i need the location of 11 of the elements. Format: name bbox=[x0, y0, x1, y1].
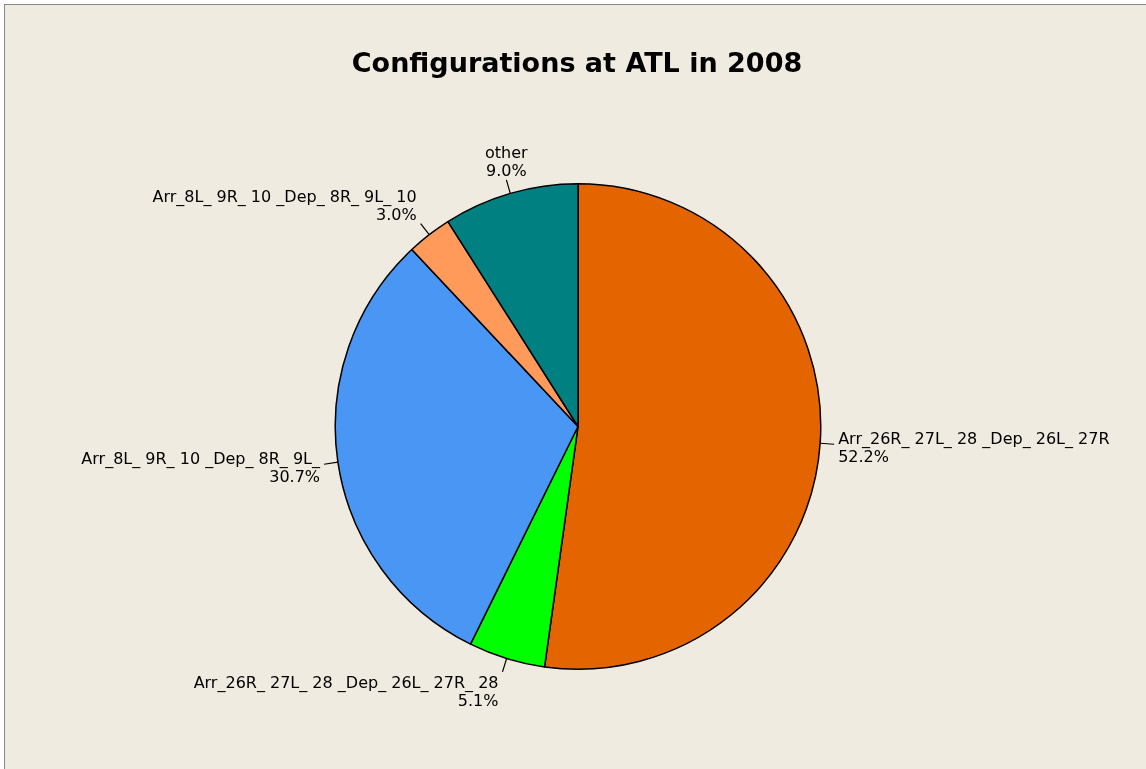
data-label: 3.0% bbox=[375, 204, 417, 224]
slice-label: Arr_26R_ 27L_ 28 _Dep_ 26L_ 27R bbox=[838, 429, 1110, 450]
slice-label: Arr_8L_ 9R_ 10 _Dep_ 8R_ 9L_ 10 bbox=[152, 186, 417, 207]
data-label: 52.2% bbox=[838, 447, 889, 467]
slice-label: other bbox=[485, 143, 529, 163]
data-label: 9.0% bbox=[486, 161, 527, 181]
chart-title: Configurations at ATL in 2008 bbox=[350, 47, 804, 78]
data-label: 5.1% bbox=[457, 691, 499, 711]
slice-label: Arr_26R_ 27L_ 28 _Dep_ 26L_ 27R_ 28 bbox=[193, 673, 499, 694]
slice-label: Arr_8L_ 9R_ 10 _Dep_ 8R_ 9L_ bbox=[81, 449, 322, 470]
data-label: 30.7% bbox=[269, 467, 321, 487]
